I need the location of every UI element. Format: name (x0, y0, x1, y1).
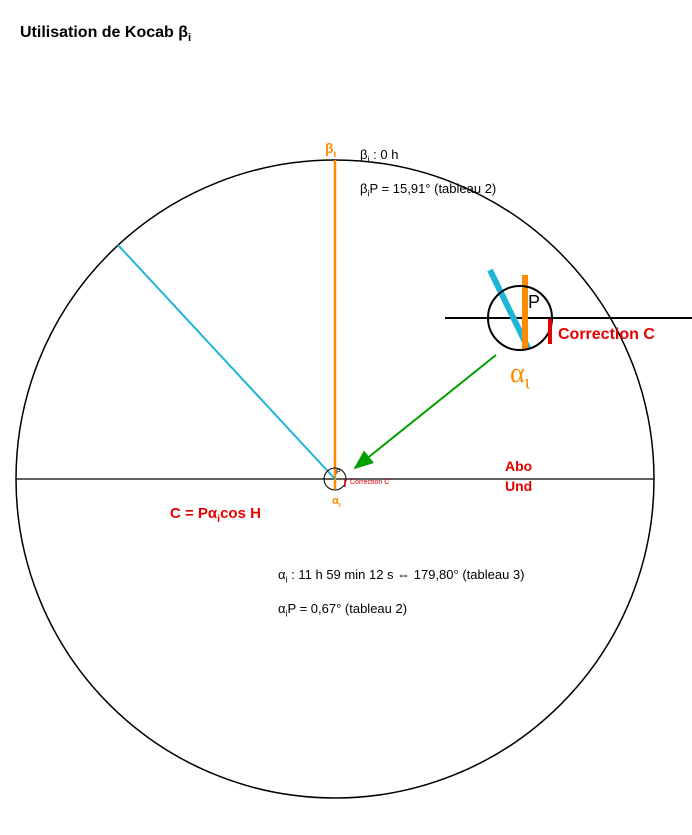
und-label: Und (505, 478, 532, 494)
bt2t: P = 15,91° (tableau 2) (370, 181, 497, 196)
beta-top-sub: ι (334, 149, 337, 160)
alpha-text-2: αiP = 0,67° (tableau 2) (278, 601, 407, 619)
at2a: α (278, 601, 286, 616)
at1a: α (278, 567, 286, 582)
title-text: Utilisation de Kocab β (20, 24, 188, 41)
ias: ι (525, 373, 530, 394)
beta-top-label: βι (325, 140, 336, 160)
ass: ι (339, 500, 341, 509)
alpha-text-1: αi : 11 h 59 min 12 s ⇔ 179,80° (tableau… (278, 567, 524, 585)
page-title: Utilisation de Kocab βi (20, 24, 191, 44)
ial: α (510, 358, 525, 389)
at1t: : 11 h 59 min 12 s ⇔ 179,80° (tableau 3) (288, 567, 525, 582)
inset-corr-label: Correction C (558, 326, 655, 344)
diagram-svg (0, 0, 692, 835)
beta-text-2: βiP = 15,91° (tableau 2) (360, 181, 496, 199)
alpha-small-label: αι (332, 495, 341, 509)
correction-small: Correction C (350, 479, 389, 486)
blue-line (118, 245, 335, 479)
at2t: P = 0,67° (tableau 2) (288, 601, 408, 616)
abo-label: Abo (505, 458, 532, 474)
green-arrow (355, 355, 496, 468)
diagram-stage: Utilisation de Kocab βi βι (0, 0, 692, 835)
asa: α (332, 495, 339, 507)
inset-p-label: P (528, 292, 540, 313)
formula: C = Pαicos H (170, 505, 261, 525)
fma: C = Pα (170, 505, 217, 522)
title-sub: i (188, 32, 191, 44)
fmt: cos H (220, 505, 261, 522)
bt1t: : 0 h (370, 147, 399, 162)
beta-text-1: βi : 0 h (360, 147, 398, 165)
beta-top-text: β (325, 140, 334, 156)
inset-alpha-label: αι (510, 358, 530, 395)
pole-p-label: P (336, 469, 341, 476)
